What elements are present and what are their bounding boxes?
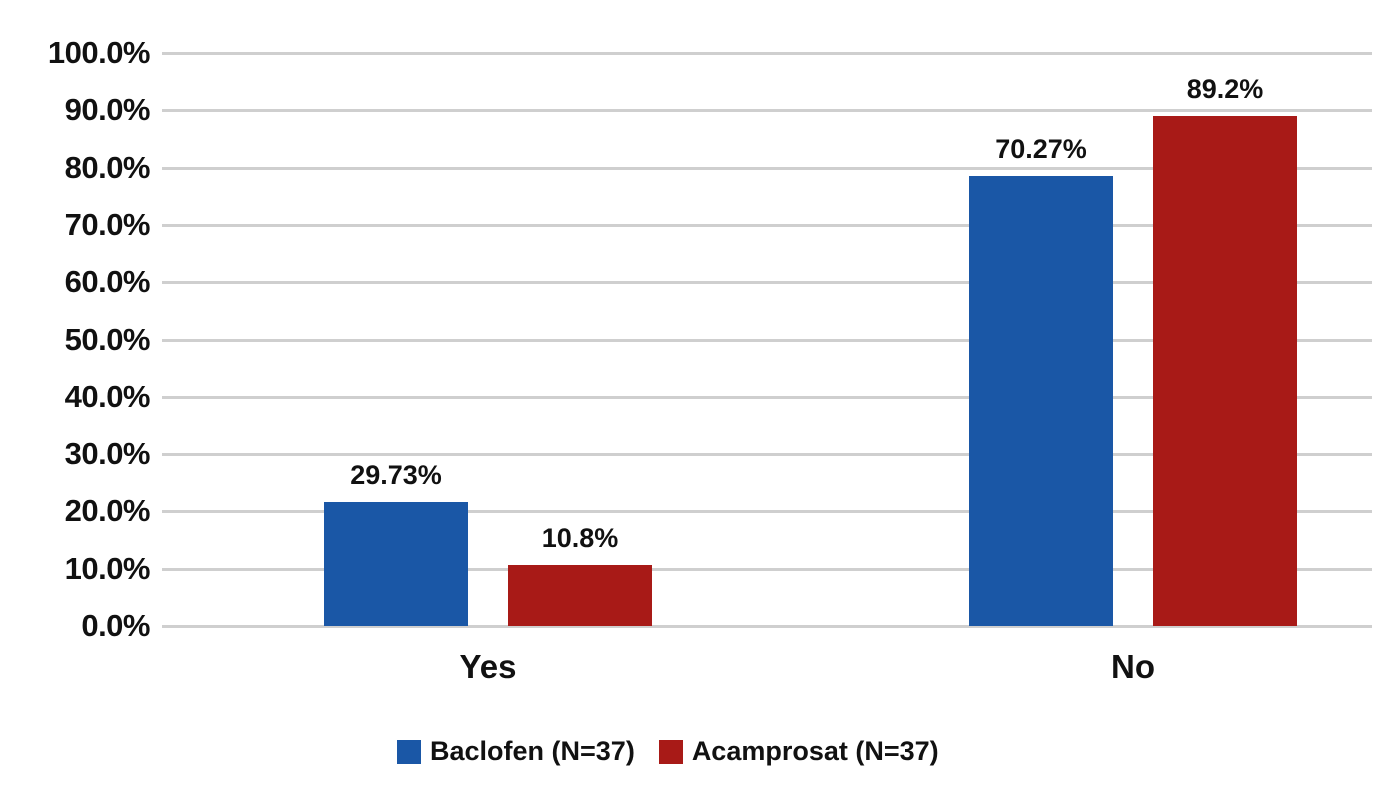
bar: [324, 502, 468, 626]
legend: Baclofen (N=37) Acamprosat (N=37): [397, 736, 963, 767]
gridline: [162, 223, 1372, 227]
y-tick-label: 80.0%: [64, 149, 151, 185]
category-label: Yes: [459, 648, 517, 685]
legend-swatch-icon: [658, 739, 683, 764]
gridline: [162, 338, 1372, 342]
y-tick-label: 60.0%: [64, 264, 151, 300]
gridline: [162, 281, 1372, 285]
gridline: [162, 567, 1372, 571]
y-tick-label: 40.0%: [64, 378, 151, 414]
value-label: 29.73%: [350, 460, 442, 491]
y-tick-label: 100.0%: [47, 35, 151, 70]
category-label: No: [1111, 648, 1155, 685]
legend-label: Acamprosat (N=37): [691, 736, 939, 766]
gridline: [162, 52, 1372, 55]
y-tick-label: 10.0%: [64, 550, 151, 586]
y-tick-label: 30.0%: [64, 436, 151, 472]
gridline: [162, 109, 1372, 113]
value-label: 70.27%: [995, 134, 1087, 165]
bar: [969, 176, 1113, 626]
y-tick-label: 90.0%: [64, 92, 151, 128]
value-label: 89.2%: [1186, 74, 1264, 105]
legend-label: Baclofen (N=37): [430, 736, 635, 766]
gridline: [162, 510, 1372, 514]
y-tick-label: 20.0%: [64, 493, 151, 529]
gridline: [162, 166, 1372, 170]
y-tick-label: 0.0%: [81, 608, 150, 643]
gridline: [162, 625, 1372, 628]
legend-item: Baclofen (N=37): [397, 736, 635, 767]
gridline: [162, 453, 1372, 457]
bar: [508, 565, 652, 626]
y-tick-label: 50.0%: [64, 321, 151, 357]
y-tick-label: 70.0%: [64, 206, 151, 242]
value-label: 10.8%: [541, 523, 619, 554]
bar: [1153, 116, 1297, 626]
legend-item: Acamprosat (N=37): [658, 736, 939, 767]
gridline: [162, 395, 1372, 399]
legend-swatch-icon: [397, 739, 421, 764]
